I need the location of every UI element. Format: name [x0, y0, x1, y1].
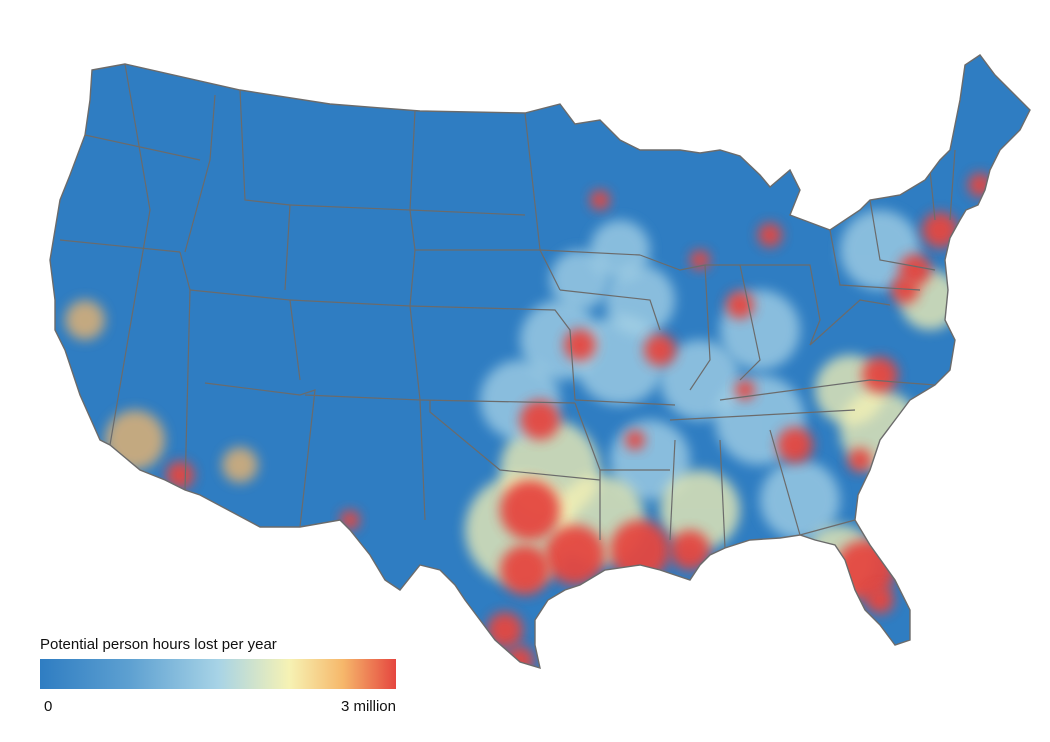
state-border — [284, 204, 291, 291]
state-border — [949, 149, 956, 221]
state-border — [239, 89, 291, 206]
heat-blob — [866, 586, 894, 614]
heat-blob — [520, 400, 560, 440]
heat-blob — [564, 329, 596, 361]
state-border — [929, 169, 936, 221]
state-border — [289, 299, 421, 401]
state-border — [719, 439, 726, 549]
heat-blob — [848, 448, 872, 472]
state-border — [639, 254, 706, 271]
state-border — [84, 134, 201, 161]
state-border — [109, 63, 151, 446]
state-border — [809, 299, 891, 346]
state-border — [409, 305, 576, 401]
state-border — [869, 199, 936, 271]
state-border — [799, 519, 856, 536]
state-borders — [59, 63, 956, 549]
legend-min-label: 0 — [44, 698, 53, 715]
state-border — [204, 382, 316, 528]
legend-title: Potential person hours lost per year — [40, 636, 277, 653]
state-border — [409, 249, 416, 307]
state-border — [429, 400, 601, 481]
state-border — [574, 399, 676, 406]
heat-blob — [758, 223, 782, 247]
state-border — [829, 229, 921, 291]
state-border — [419, 399, 576, 404]
legend-max-label: 3 million — [340, 698, 396, 715]
heat-blob — [735, 380, 755, 400]
heat-blob — [166, 461, 194, 489]
heat-blob — [777, 427, 813, 463]
legend-color-bar — [40, 659, 396, 689]
heat-blob — [222, 447, 258, 483]
heat-blob — [545, 525, 605, 585]
heat-blob — [644, 334, 676, 366]
state-border — [705, 264, 821, 346]
state-border — [769, 429, 801, 536]
heat-blob — [760, 460, 840, 540]
heat-layer — [65, 173, 992, 668]
heat-blob — [891, 276, 919, 304]
heat-blob — [625, 430, 645, 450]
heat-blob — [575, 315, 665, 405]
heat-blob — [65, 300, 105, 340]
state-border — [539, 249, 641, 256]
heat-blob — [500, 480, 560, 540]
state-border — [559, 289, 661, 331]
state-border — [669, 409, 856, 421]
heat-blob — [605, 265, 675, 335]
state-border — [669, 439, 676, 541]
heat-blob — [670, 530, 710, 570]
state-border — [409, 209, 526, 216]
heat-blob — [610, 520, 670, 580]
state-border — [184, 94, 216, 253]
heat-blob — [590, 220, 650, 280]
heat-blob — [660, 470, 740, 550]
state-border — [719, 379, 936, 401]
heat-blob — [590, 190, 610, 210]
state-border — [419, 399, 426, 521]
heat-blob — [922, 212, 958, 248]
heat-blob — [340, 510, 360, 530]
state-border — [689, 264, 711, 391]
state-border — [739, 264, 761, 381]
heat-blob — [487, 612, 523, 648]
heat-blob — [506, 646, 534, 668]
state-border — [59, 239, 181, 253]
color-legend: Potential person hours lost per year 0 3… — [40, 636, 396, 720]
heat-blob — [726, 291, 754, 319]
heat-blob — [862, 357, 898, 393]
heat-blob — [500, 545, 550, 595]
